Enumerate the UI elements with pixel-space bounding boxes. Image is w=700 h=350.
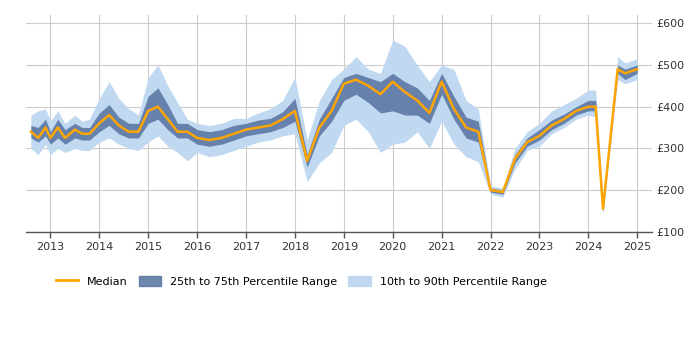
- Median: [41, 125, 50, 130]
- Median: [438, 79, 446, 84]
- Median: [598, 207, 607, 211]
- Median: [613, 67, 622, 71]
- Median: [27, 130, 35, 134]
- Legend: Median, 25th to 75th Percentile Range, 10th to 90th Percentile Range: Median, 25th to 75th Percentile Range, 1…: [52, 272, 551, 291]
- Median: [254, 125, 262, 130]
- Median: [425, 111, 433, 115]
- Median: [154, 105, 162, 109]
- Line: Median: Median: [31, 69, 637, 209]
- Median: [46, 136, 55, 140]
- Median: [633, 67, 641, 71]
